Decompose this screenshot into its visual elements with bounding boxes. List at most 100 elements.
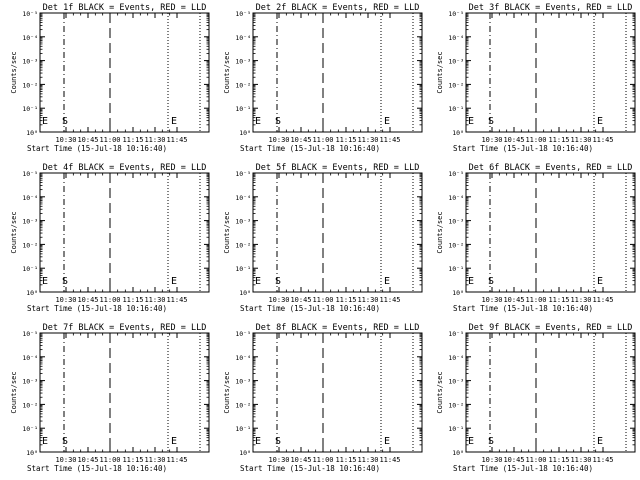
y-tick-label: 10⁰ bbox=[452, 289, 464, 297]
plot-panel-4: Det 4f BLACK = Events, RED = LLD Counts/s… bbox=[10, 163, 210, 313]
x-axis-label: Start Time (15-Jul-18 10:16:40) bbox=[27, 464, 167, 473]
y-axis-label: Counts/sec bbox=[223, 51, 231, 93]
x-tick-label: 11:45 bbox=[592, 296, 613, 304]
y-tick-label: 10⁻³ bbox=[22, 218, 38, 226]
y-tick-label: 10⁰ bbox=[26, 449, 38, 457]
y-tick-label: 10⁰ bbox=[239, 129, 251, 137]
event-marker-label: S bbox=[62, 436, 68, 447]
plot-title: Det 9f BLACK = Events, RED = LLD bbox=[469, 323, 633, 333]
x-tick-label: 10:30 bbox=[268, 296, 289, 304]
plot-panel-8: Det 8f BLACK = Events, RED = LLD Counts/s… bbox=[223, 323, 423, 473]
event-marker-label: S bbox=[275, 276, 281, 287]
x-tick-label: 10:45 bbox=[290, 456, 311, 464]
y-tick-label: 10⁻⁵ bbox=[22, 330, 38, 338]
x-tick-label: 10:30 bbox=[55, 136, 76, 144]
y-tick-label: 10⁻¹ bbox=[22, 265, 38, 273]
x-tick-label: 10:30 bbox=[481, 296, 502, 304]
plot-frame bbox=[465, 172, 636, 293]
plot-title: Det 5f BLACK = Events, RED = LLD bbox=[256, 163, 420, 173]
event-marker-label: E bbox=[255, 436, 261, 447]
x-axis-label: Start Time (15-Jul-18 10:16:40) bbox=[453, 464, 593, 473]
y-tick-label: 10⁻⁴ bbox=[22, 354, 38, 362]
plot-panel-3: Det 3f BLACK = Events, RED = LLD Counts/s… bbox=[436, 3, 636, 153]
x-tick-label: 11:15 bbox=[122, 296, 143, 304]
event-marker-label: E bbox=[171, 276, 177, 287]
plot-frame bbox=[252, 332, 423, 453]
y-tick-label: 10⁻⁵ bbox=[22, 170, 38, 178]
y-tick-label: 10⁻¹ bbox=[448, 105, 464, 113]
event-marker-label: E bbox=[468, 276, 474, 287]
y-tick-label: 10⁻² bbox=[22, 81, 38, 89]
plot-panel-6: Det 6f BLACK = Events, RED = LLD Counts/s… bbox=[436, 163, 636, 313]
x-tick-label: 10:45 bbox=[77, 296, 98, 304]
event-marker-label: S bbox=[488, 436, 494, 447]
x-tick-label: 11:30 bbox=[144, 136, 165, 144]
event-marker-label: E bbox=[468, 436, 474, 447]
x-tick-label: 10:45 bbox=[290, 296, 311, 304]
y-tick-label: 10⁻³ bbox=[235, 218, 251, 226]
x-tick-label: 11:30 bbox=[144, 296, 165, 304]
y-tick-label: 10⁻² bbox=[448, 81, 464, 89]
y-tick-label: 10⁰ bbox=[452, 129, 464, 137]
plot-title: Det 3f BLACK = Events, RED = LLD bbox=[469, 3, 633, 13]
y-tick-label: 10⁻² bbox=[235, 81, 251, 89]
event-marker-label: E bbox=[171, 116, 177, 127]
event-marker-label: S bbox=[62, 116, 68, 127]
y-tick-label: 10⁻⁴ bbox=[235, 34, 251, 42]
event-marker-label: E bbox=[42, 276, 48, 287]
y-tick-label: 10⁻⁵ bbox=[22, 10, 38, 18]
plot-panel-2: Det 2f BLACK = Events, RED = LLD Counts/s… bbox=[223, 3, 423, 153]
x-tick-label: 11:45 bbox=[166, 456, 187, 464]
y-tick-label: 10⁻² bbox=[235, 241, 251, 249]
event-marker-label: S bbox=[275, 116, 281, 127]
event-marker-label: E bbox=[468, 116, 474, 127]
x-tick-label: 11:00 bbox=[312, 136, 333, 144]
y-tick-label: 10⁻³ bbox=[235, 378, 251, 386]
plot-panel-5: Det 5f BLACK = Events, RED = LLD Counts/s… bbox=[223, 163, 423, 313]
y-tick-label: 10⁻⁵ bbox=[235, 330, 251, 338]
y-tick-label: 10⁰ bbox=[452, 449, 464, 457]
x-tick-label: 11:00 bbox=[525, 136, 546, 144]
plot-panel-9: Det 9f BLACK = Events, RED = LLD Counts/s… bbox=[436, 323, 636, 473]
plot-title: Det 4f BLACK = Events, RED = LLD bbox=[43, 163, 207, 173]
y-tick-label: 10⁻³ bbox=[22, 378, 38, 386]
y-axis-label: Counts/sec bbox=[10, 211, 18, 253]
plot-title: Det 1f BLACK = Events, RED = LLD bbox=[43, 3, 207, 13]
event-marker-label: E bbox=[384, 116, 390, 127]
y-tick-label: 10⁰ bbox=[26, 129, 38, 137]
x-tick-label: 11:30 bbox=[357, 136, 378, 144]
plot-frame bbox=[465, 12, 636, 133]
x-axis-label: Start Time (15-Jul-18 10:16:40) bbox=[240, 304, 380, 313]
x-axis-label: Start Time (15-Jul-18 10:16:40) bbox=[453, 144, 593, 153]
x-tick-label: 11:15 bbox=[122, 136, 143, 144]
x-tick-label: 10:30 bbox=[481, 136, 502, 144]
x-tick-label: 10:45 bbox=[77, 456, 98, 464]
x-tick-label: 11:00 bbox=[525, 296, 546, 304]
y-tick-label: 10⁻⁵ bbox=[235, 10, 251, 18]
x-tick-label: 10:30 bbox=[55, 296, 76, 304]
y-tick-label: 10⁻⁴ bbox=[22, 34, 38, 42]
y-axis-label: Counts/sec bbox=[436, 371, 444, 413]
y-tick-label: 10⁻³ bbox=[448, 218, 464, 226]
plot-title: Det 6f BLACK = Events, RED = LLD bbox=[469, 163, 633, 173]
y-tick-label: 10⁻² bbox=[448, 401, 464, 409]
event-marker-label: E bbox=[597, 116, 603, 127]
x-tick-label: 11:30 bbox=[144, 456, 165, 464]
x-tick-label: 11:00 bbox=[99, 296, 120, 304]
event-marker-label: E bbox=[384, 276, 390, 287]
x-tick-label: 10:45 bbox=[503, 136, 524, 144]
x-tick-label: 10:30 bbox=[268, 136, 289, 144]
x-tick-label: 11:45 bbox=[166, 296, 187, 304]
x-tick-label: 11:30 bbox=[570, 296, 591, 304]
x-tick-label: 11:00 bbox=[99, 136, 120, 144]
y-tick-label: 10⁻⁴ bbox=[448, 194, 464, 202]
x-tick-label: 11:00 bbox=[99, 456, 120, 464]
x-tick-label: 10:45 bbox=[503, 296, 524, 304]
x-axis-label: Start Time (15-Jul-18 10:16:40) bbox=[27, 144, 167, 153]
plot-panel-1: Det 1f BLACK = Events, RED = LLD Counts/s… bbox=[10, 3, 210, 153]
x-tick-label: 10:45 bbox=[503, 456, 524, 464]
y-tick-label: 10⁻² bbox=[22, 241, 38, 249]
y-tick-label: 10⁻⁴ bbox=[448, 34, 464, 42]
y-tick-label: 10⁰ bbox=[239, 449, 251, 457]
y-axis-label: Counts/sec bbox=[10, 51, 18, 93]
